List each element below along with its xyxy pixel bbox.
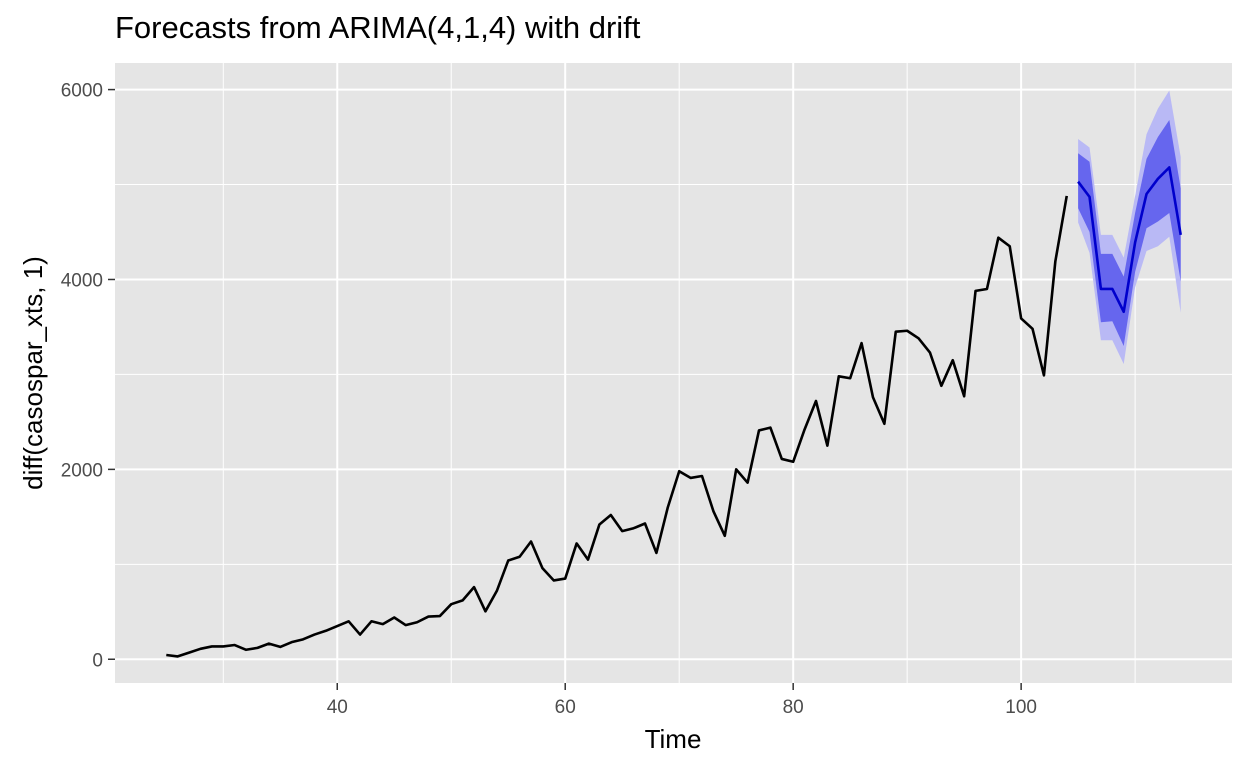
minor-gridlines [115,63,1232,683]
y-tick-label: 2000 [61,460,103,481]
y-axis-title: diff(casospar_xts, 1) [18,256,48,490]
chart-title: Forecasts from ARIMA(4,1,4) with drift [115,10,641,45]
series-lines [166,166,1182,658]
x-tick-label: 100 [1005,697,1037,718]
x-axis-title: Time [645,724,702,754]
observed-series-line [166,195,1069,658]
x-tick-label: 80 [783,697,804,718]
x-tick-label: 60 [555,697,576,718]
x-tick-label: 40 [327,697,348,718]
y-tick-label: 4000 [61,270,103,291]
y-axis: 0 2000 4000 6000 [61,81,115,671]
y-tick-label: 0 [92,650,103,671]
x-axis: 40 60 80 100 [327,683,1037,718]
plot-panel [115,63,1232,683]
y-tick-label: 6000 [61,81,103,102]
forecast-mean-line [1077,166,1182,314]
